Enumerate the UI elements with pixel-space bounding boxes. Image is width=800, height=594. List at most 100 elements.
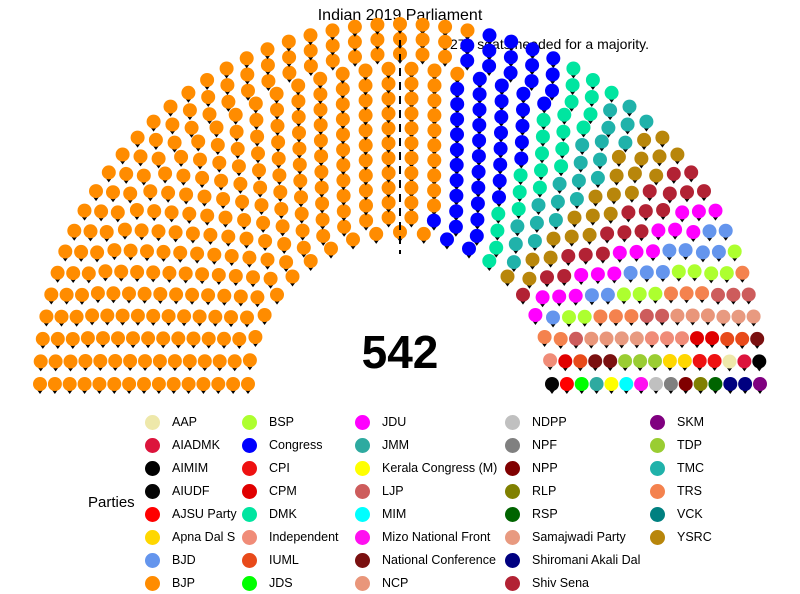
- seat-congress: [450, 97, 465, 112]
- seat-bjp: [123, 186, 138, 201]
- seat-tmc: [552, 176, 567, 191]
- seat-bjp: [233, 289, 248, 304]
- legend-label: Kerala Congress (M): [382, 461, 498, 475]
- majority-annotation: 272 seats needed for a majority.: [450, 36, 649, 52]
- seat-ljp: [569, 331, 583, 346]
- seat-ncp: [685, 308, 700, 323]
- seat-ysrc: [652, 149, 667, 164]
- legend-label: BJD: [172, 553, 196, 567]
- legend-item-kerala-congress-m: Kerala Congress (M): [355, 458, 497, 478]
- seat-bjp: [325, 23, 340, 38]
- seat-dmk: [490, 223, 505, 238]
- seat-bjp: [181, 377, 196, 391]
- seat-tmc: [601, 120, 616, 135]
- seat-congress: [482, 28, 497, 43]
- seat-aiadmk: [737, 354, 752, 369]
- seat-ysrc: [637, 132, 652, 147]
- seat-dmk: [535, 129, 550, 144]
- seat-npp: [678, 377, 693, 391]
- seat-congress: [515, 118, 530, 133]
- seat-bjp: [226, 377, 241, 391]
- seat-jdu: [552, 289, 567, 304]
- seat-tmc: [510, 219, 525, 234]
- legend-swatch: [650, 529, 665, 545]
- seat-congress: [494, 78, 509, 93]
- seat-ysrc: [588, 189, 603, 204]
- seat-bjp: [134, 223, 149, 238]
- seat-bjp: [165, 117, 180, 132]
- seat-bjp: [197, 354, 212, 369]
- seat-bjp: [241, 83, 255, 98]
- seat-jdu: [528, 308, 543, 322]
- seat-bjp: [207, 247, 222, 262]
- seat-bjp: [404, 136, 419, 151]
- legend-label: NCP: [382, 576, 409, 590]
- seat-samajwadi-party: [629, 331, 644, 346]
- seat-bjd: [639, 265, 654, 280]
- legend-swatch: [242, 552, 257, 568]
- seat-bjp: [181, 85, 196, 100]
- seat-trs: [593, 309, 608, 324]
- seat-bjp: [335, 112, 350, 127]
- seat-tdp: [648, 354, 662, 369]
- seat-bjp: [169, 287, 184, 302]
- seat-bjp: [182, 206, 197, 221]
- seat-bjp: [140, 244, 154, 259]
- seat-dmk: [534, 163, 548, 178]
- seat-bjp: [248, 330, 263, 344]
- seat-bjp: [106, 286, 121, 301]
- seat-group: [33, 17, 767, 394]
- seat-cpm: [690, 331, 704, 346]
- seat-aimim: [752, 354, 767, 369]
- seat-bjp: [293, 173, 308, 188]
- seat-ysrc: [525, 252, 540, 267]
- legend-swatch: [145, 575, 160, 591]
- seat-bjp: [336, 157, 351, 172]
- seat-bjp: [182, 103, 197, 118]
- seat-congress: [514, 151, 529, 166]
- seat-bjp: [129, 203, 144, 217]
- legend-item-ncp: NCP: [355, 573, 408, 593]
- seat-bjp: [324, 241, 338, 256]
- seat-congress: [492, 173, 507, 188]
- seat-bjp: [269, 86, 284, 101]
- seat-bjp: [85, 308, 100, 323]
- seat-bjp: [48, 354, 63, 369]
- legend-item-cpm: CPM: [242, 481, 297, 501]
- seat-bjp: [325, 53, 340, 68]
- legend-swatch: [145, 414, 160, 430]
- seat-bjp: [161, 185, 176, 200]
- seat-congress: [516, 86, 531, 101]
- seat-bjp: [336, 127, 350, 142]
- seat-bjp: [212, 155, 227, 170]
- seat-bjp: [146, 114, 161, 129]
- seat-congress: [462, 241, 476, 256]
- seat-bjp: [224, 310, 238, 325]
- seat-congress: [472, 71, 487, 86]
- seat-bjp: [427, 93, 442, 108]
- legend-swatch: [145, 506, 160, 522]
- seat-bjp: [143, 184, 158, 199]
- seat-npf: [663, 377, 678, 391]
- legend-label: AAP: [172, 415, 198, 429]
- seat-bjp: [250, 290, 265, 305]
- seat-bjp: [77, 377, 92, 391]
- seat-bjp: [99, 225, 114, 239]
- seat-tmc: [618, 135, 633, 150]
- seat-congress: [469, 228, 484, 243]
- seat-bjp: [282, 65, 297, 80]
- seat-bjp: [151, 151, 166, 166]
- seat-bjp: [294, 206, 309, 221]
- seat-bjp: [285, 269, 300, 284]
- seat-bjp: [271, 151, 286, 166]
- legend-label: DMK: [269, 507, 297, 521]
- seat-bjp: [460, 23, 475, 38]
- seat-ysrc: [611, 149, 626, 164]
- seat-bjp: [233, 176, 248, 191]
- legend-label: JDU: [382, 415, 407, 429]
- seat-congress: [503, 50, 518, 65]
- seat-bjp: [44, 287, 59, 302]
- legend-label: AJSU Party: [172, 507, 237, 521]
- seat-bjp: [358, 123, 373, 138]
- legend-swatch: [242, 529, 257, 545]
